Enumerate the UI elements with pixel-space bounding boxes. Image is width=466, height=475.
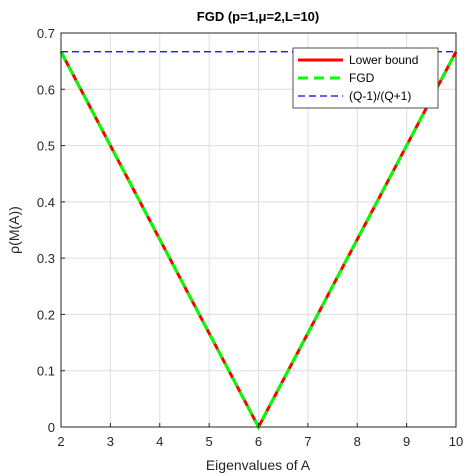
- y-tick-label: 0.1: [37, 364, 55, 379]
- x-tick-label: 3: [107, 434, 114, 449]
- x-tick-label: 5: [206, 434, 213, 449]
- legend: Lower bound FGD (Q-1)/(Q+1): [292, 47, 439, 109]
- x-tick-label: 7: [304, 434, 311, 449]
- legend-label-0: Lower bound: [349, 53, 418, 67]
- y-tick-label: 0.4: [37, 195, 55, 210]
- y-tick-label: 0.7: [37, 26, 55, 41]
- y-tick-label: 0: [48, 420, 55, 435]
- x-tick-label: 9: [403, 434, 410, 449]
- y-axis-title: ρ(M(A)): [6, 206, 22, 254]
- x-tick-label: 8: [354, 434, 361, 449]
- x-tick-label: 10: [449, 434, 463, 449]
- y-tick-label: 0.2: [37, 307, 55, 322]
- legend-label-2: (Q-1)/(Q+1): [349, 89, 411, 103]
- y-tick-label: 0.6: [37, 82, 55, 97]
- x-axis-title: Eigenvalues of A: [206, 457, 311, 473]
- axis-ticks: 2 3 4 5 6 7 8 9 10 0 0.1 0.2 0.3 0.4 0.5 0.6 0.7: [37, 26, 463, 449]
- chart-title: FGD (p=1,μ=2,L=10): [197, 9, 319, 24]
- y-tick-label: 0.3: [37, 251, 55, 266]
- x-tick-label: 2: [57, 434, 64, 449]
- x-tick-label: 4: [156, 434, 163, 449]
- legend-label-1: FGD: [349, 71, 375, 85]
- x-tick-label: 6: [255, 434, 262, 449]
- y-tick-label: 0.5: [37, 139, 55, 154]
